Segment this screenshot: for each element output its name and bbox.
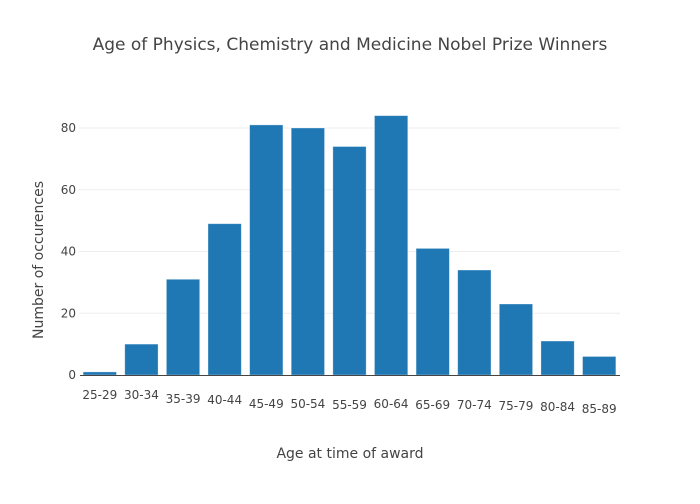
x-tick-label: 40-44 [207,393,242,407]
bar-75-79[interactable] [498,303,534,376]
bar-85-89[interactable] [582,356,617,376]
x-tick-label: 55-59 [332,398,367,412]
x-tick-label: 85-89 [582,402,617,416]
y-tick-label: 80 [61,121,76,135]
bar-55-59[interactable] [332,146,367,376]
y-axis-label: Number of occurences [31,181,47,339]
bar-60-64[interactable] [374,115,409,376]
bar-80-84[interactable] [540,340,575,376]
x-tick-label: 80-84 [540,400,575,414]
bar-65-69[interactable] [415,248,450,376]
y-tick-label: 0 [68,368,76,382]
x-tick-label: 60-64 [374,397,409,411]
y-tick-label: 40 [61,245,76,259]
bar-45-49[interactable] [249,124,284,376]
x-tick-label: 45-49 [249,397,284,411]
bar-40-44[interactable] [207,223,242,376]
x-tick-label: 25-29 [82,388,117,402]
x-axis-label: Age at time of award [276,446,423,462]
bar-70-74[interactable] [457,269,492,376]
chart-title: Age of Physics, Chemistry and Medicine N… [93,35,608,55]
y-tick-label: 20 [61,306,76,320]
x-tick-label: 65-69 [415,398,450,412]
bar-25-29[interactable] [82,371,117,376]
y-tick-label: 60 [61,183,76,197]
bar-50-54[interactable] [290,127,325,376]
x-tick-label: 35-39 [166,392,201,406]
bar-35-39[interactable] [165,278,201,376]
x-tick-label: 30-34 [124,388,159,402]
bar-30-34[interactable] [124,343,159,376]
x-tick-label: 50-54 [290,397,325,411]
x-tick-label: 70-74 [457,398,492,412]
x-tick-label: 75-79 [499,399,534,413]
